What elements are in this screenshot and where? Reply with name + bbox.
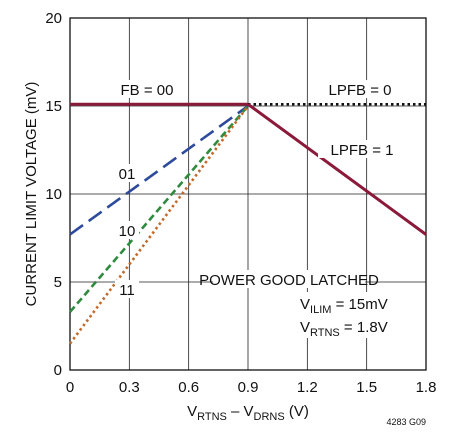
y-tick-label: 20 bbox=[45, 10, 62, 27]
series-line-11 bbox=[68, 105, 250, 345]
y-tick-label: 5 bbox=[54, 274, 62, 291]
series-layer bbox=[68, 102, 427, 345]
label-lpfb1: LPFB = 1 bbox=[331, 142, 394, 159]
y-axis-title: CURRENT LIMIT VOLTAGE (mV) bbox=[23, 82, 40, 307]
x-tick-label: 0.9 bbox=[238, 379, 259, 396]
x-tick-label: 0 bbox=[66, 379, 74, 396]
x-tick-label: 0.6 bbox=[178, 379, 199, 396]
label-power-good: POWER GOOD LATCHED bbox=[199, 272, 379, 289]
label-series-01: 01 bbox=[119, 166, 136, 183]
label-vrtns: VRTNS = 1.8V bbox=[300, 319, 388, 339]
label-fb00: FB = 00 bbox=[121, 82, 174, 99]
x-tick-label: 0.3 bbox=[119, 379, 140, 396]
plot-frame bbox=[69, 17, 427, 371]
y-tick-label: 15 bbox=[45, 98, 62, 115]
y-tick-label: 0 bbox=[54, 362, 62, 379]
label-series-10: 10 bbox=[119, 223, 136, 240]
label-vilim: VILIM = 15mV bbox=[300, 296, 388, 316]
x-tick-label: 1.2 bbox=[297, 379, 318, 396]
figure-id: 4283 G09 bbox=[386, 417, 426, 427]
label-series-11: 11 bbox=[119, 282, 135, 299]
series-line-lpfb-1 bbox=[247, 103, 427, 236]
series-line-01 bbox=[69, 104, 249, 236]
annotations: FB = 00 LPFB = 0 LPFB = 1 01 10 11 POWER… bbox=[110, 80, 402, 339]
series-line-10 bbox=[69, 105, 249, 313]
x-axis-title: VRTNS – VDRNS (V) bbox=[187, 403, 309, 423]
x-tick-label: 1.8 bbox=[416, 379, 437, 396]
y-tick-labels: 0 5 10 15 20 bbox=[45, 10, 62, 379]
x-tick-label: 1.5 bbox=[356, 379, 377, 396]
label-lpfb0: LPFB = 0 bbox=[329, 82, 392, 99]
y-tick-label: 10 bbox=[45, 186, 62, 203]
x-tick-labels: 0 0.3 0.6 0.9 1.2 1.5 1.8 bbox=[66, 379, 437, 396]
